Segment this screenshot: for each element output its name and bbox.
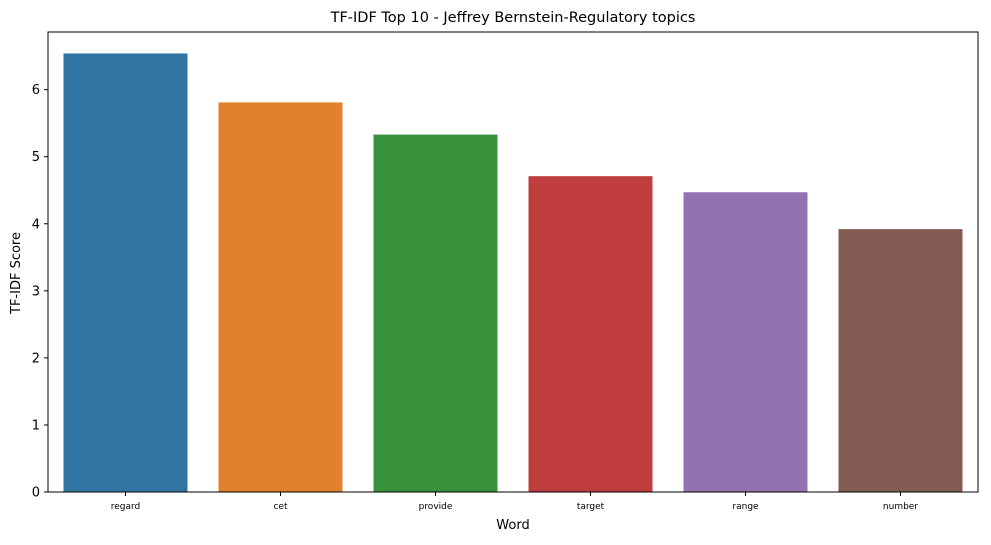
y-tick-label: 4	[32, 217, 40, 232]
y-tick-label: 2	[32, 351, 40, 366]
y-tick-label: 1	[32, 418, 40, 433]
x-tick-label: target	[577, 502, 605, 512]
bar-number	[838, 229, 963, 492]
x-tick-label: number	[883, 502, 918, 512]
bar-target	[528, 176, 653, 493]
y-tick-label: 5	[32, 150, 40, 165]
bar-cet	[218, 102, 343, 492]
x-axis-label: Word	[496, 518, 529, 533]
y-tick-label: 6	[32, 83, 40, 98]
bar-provide	[373, 134, 498, 492]
bar-regard	[63, 53, 188, 493]
chart-title: TF-IDF Top 10 - Jeffrey Bernstein-Regula…	[330, 10, 696, 26]
x-tick-label: regard	[111, 502, 141, 512]
x-tick-label: range	[732, 502, 759, 512]
y-axis-label: TF-IDF Score	[9, 232, 24, 315]
plot-frame	[47, 31, 979, 493]
y-tick-label: 0	[32, 486, 40, 501]
x-tick-label: provide	[419, 502, 453, 512]
bar-range	[683, 192, 808, 492]
axes-group: regard cet provide target range number 0 1 2 3 4 5 6	[32, 31, 979, 512]
bars-group	[63, 53, 963, 493]
x-tick-label: cet	[273, 502, 287, 512]
y-tick-label: 3	[32, 284, 40, 299]
